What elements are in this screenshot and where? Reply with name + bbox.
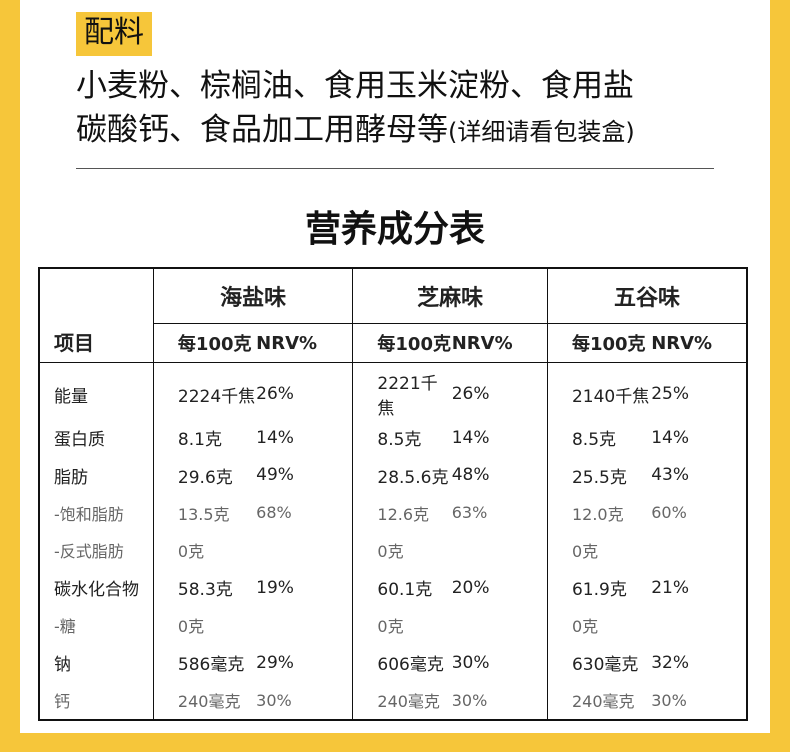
value-per-100g: 240毫克 <box>352 681 452 720</box>
nrv-header: NRV% <box>256 323 353 363</box>
table-row: 钠 586毫克 29% 606毫克 30% 630毫克 32% <box>39 644 747 682</box>
value-per-100g: 8.5克 <box>546 419 652 457</box>
value-nrv: 19% <box>256 577 294 598</box>
table-row: 脂肪 29.6克 49% 28.5.6克 48% 25.5克 43% <box>39 456 747 494</box>
value-nrv: 48% <box>451 465 490 486</box>
value-nrv: 32% <box>651 652 689 673</box>
value-per-100g: 0克 <box>352 606 452 644</box>
ingredients-line-2-main: 碳酸钙、食品加工用酵母等 <box>76 112 448 148</box>
unit-header: 每100克 <box>546 323 652 363</box>
value-per-100g: 8.5克 <box>352 419 452 457</box>
value-nrv: 30% <box>451 690 488 710</box>
row-label: 钙 <box>54 692 71 712</box>
value-per-100g: 240毫克 <box>546 681 652 720</box>
unit-header: 每100克 <box>352 323 452 363</box>
table-row: 钙 240毫克 30% 240毫克 30% 240毫克 30% <box>39 681 747 720</box>
value-nrv <box>651 607 747 645</box>
value-per-100g: 29.6克 <box>152 456 257 494</box>
value-per-100g: 25.5克 <box>546 456 652 494</box>
value-nrv: 25% <box>651 384 689 404</box>
value-per-100g: 0克 <box>152 531 257 569</box>
value-per-100g: 61.9克 <box>546 569 652 607</box>
nrv-header: NRV% <box>451 323 548 363</box>
value-per-100g: 8.1克 <box>152 419 257 457</box>
row-label: 蛋白质 <box>54 430 105 451</box>
value-nrv: 14% <box>256 427 294 448</box>
value-per-100g: 240毫克 <box>152 681 257 720</box>
nutrition-table: 项目 海盐味 芝麻味 五谷味 每100克 NRV% 每100克 NRV% 每10… <box>38 267 748 721</box>
value-nrv: 14% <box>651 427 689 448</box>
value-per-100g: 606毫克 <box>352 644 452 682</box>
unit-header: 每100克 <box>152 323 257 363</box>
divider <box>76 168 714 169</box>
product-info-card: 配料 小麦粉、棕榈油、食用玉米淀粉、食用盐 碳酸钙、食品加工用酵母等(详细请看包… <box>20 0 770 733</box>
ingredients-note: (详细请看包装盒) <box>448 118 635 146</box>
value-nrv: 68% <box>256 503 292 523</box>
value-per-100g: 13.5克 <box>152 494 257 532</box>
ingredients-line-2: 碳酸钙、食品加工用酵母等(详细请看包装盒) <box>76 108 756 154</box>
row-label: 能量 <box>54 386 88 407</box>
value-per-100g: 630毫克 <box>546 644 652 682</box>
value-nrv <box>452 607 548 645</box>
row-label: 钠 <box>54 655 71 676</box>
value-per-100g: 2224千焦 <box>152 362 257 419</box>
value-nrv <box>651 532 747 570</box>
value-nrv: 49% <box>256 465 294 486</box>
value-nrv <box>256 532 353 570</box>
table-row: 碳水化合物 58.3克 19% 60.1克 20% 61.9克 21% <box>39 569 747 607</box>
ingredients-line-1: 小麦粉、棕榈油、食用玉米淀粉、食用盐 <box>76 68 634 104</box>
value-nrv <box>256 607 353 645</box>
value-nrv: 30% <box>256 690 292 710</box>
value-nrv: 26% <box>256 384 294 404</box>
row-label: -反式脂肪 <box>54 542 124 562</box>
nutrition-title: 营养成分表 <box>304 209 485 250</box>
value-per-100g: 0克 <box>546 531 652 569</box>
row-label: 脂肪 <box>54 467 88 488</box>
value-per-100g: 2221千焦 <box>352 362 452 419</box>
unit-header-row: 每100克 NRV% 每100克 NRV% 每100克 NRV% <box>39 323 747 363</box>
value-per-100g: 0克 <box>546 606 652 644</box>
flavor-sea-salt: 海盐味 <box>152 268 353 324</box>
value-nrv <box>452 532 548 570</box>
value-per-100g: 12.6克 <box>352 494 452 532</box>
value-nrv: 20% <box>451 577 490 598</box>
value-nrv: 29% <box>256 652 294 673</box>
table-row: -反式脂肪 0克 0克 0克 <box>39 531 747 570</box>
row-label: 碳水化合物 <box>54 580 139 601</box>
item-header: 项目 <box>38 268 154 363</box>
value-nrv: 30% <box>651 690 687 710</box>
value-nrv: 60% <box>651 503 687 523</box>
row-label: -饱和脂肪 <box>54 504 124 524</box>
value-nrv: 30% <box>451 652 490 673</box>
value-per-100g: 586毫克 <box>152 644 257 682</box>
table-row: -饱和脂肪 13.5克 68% 12.6克 63% 12.0克 60% <box>39 494 747 532</box>
table-row: 能量 2224千焦 26% 2221千焦 26% 2140千焦 25% <box>39 362 747 419</box>
ingredients-tag: 配料 <box>76 12 152 56</box>
table-row: 蛋白质 8.1克 14% 8.5克 14% 8.5克 14% <box>39 419 747 457</box>
value-nrv: 26% <box>451 384 490 404</box>
value-nrv: 43% <box>651 465 689 486</box>
value-nrv: 14% <box>451 427 490 448</box>
value-per-100g: 0克 <box>152 606 257 644</box>
value-per-100g: 2140千焦 <box>546 362 652 419</box>
nrv-header: NRV% <box>651 323 747 363</box>
value-per-100g: 12.0克 <box>546 494 652 532</box>
flavor-grain: 五谷味 <box>546 268 747 324</box>
ingredients-text: 小麦粉、棕榈油、食用玉米淀粉、食用盐 碳酸钙、食品加工用酵母等(详细请看包装盒) <box>76 64 756 154</box>
table-row: -糖 0克 0克 0克 <box>39 606 747 645</box>
flavor-header-row: 项目 海盐味 芝麻味 五谷味 <box>38 268 747 363</box>
value-per-100g: 58.3克 <box>152 569 257 607</box>
flavor-sesame: 芝麻味 <box>352 268 548 324</box>
value-per-100g: 60.1克 <box>352 569 452 607</box>
value-nrv: 21% <box>651 577 689 598</box>
value-nrv: 63% <box>451 503 488 523</box>
row-label: -糖 <box>54 617 76 637</box>
value-per-100g: 0克 <box>352 531 452 569</box>
value-per-100g: 28.5.6克 <box>352 456 452 494</box>
